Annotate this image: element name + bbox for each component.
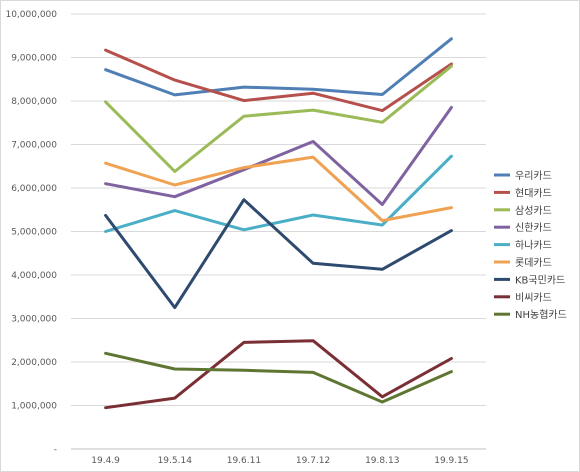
legend-label: NH농협카드 xyxy=(515,308,567,321)
x-tick-label: 19.6.11 xyxy=(227,456,261,466)
legend-label: 우리카드 xyxy=(515,170,552,182)
y-tick-label: 1,000,000 xyxy=(11,402,57,412)
legend-label: KB국민카드 xyxy=(515,274,565,286)
y-tick-label: 7,000,000 xyxy=(11,141,57,151)
x-tick-label: 19.9.15 xyxy=(434,456,468,466)
y-tick-label: 9,000,000 xyxy=(11,54,57,64)
series-line xyxy=(104,155,453,223)
series-line xyxy=(104,48,453,113)
x-tick-label: 19.8.13 xyxy=(365,456,399,466)
x-tick-label: 19.4.9 xyxy=(91,456,120,466)
legend-label: 삼성카드 xyxy=(515,205,552,217)
y-tick-label: 2,000,000 xyxy=(11,358,57,368)
legend-label: 비씨카드 xyxy=(515,292,552,304)
legend-label: 신한카드 xyxy=(515,222,552,234)
series-line xyxy=(104,64,453,173)
series-line xyxy=(104,198,453,310)
y-tick-label: 6,000,000 xyxy=(11,184,57,194)
y-tick-label: 3,000,000 xyxy=(11,315,57,325)
series-line xyxy=(104,154,453,233)
x-tick-label: 19.5.14 xyxy=(158,456,193,466)
axes: - 1,000,000 2,000,000 3,000,000 4,000,000 5,0… xyxy=(5,10,468,466)
y-tick-label: - xyxy=(54,445,57,455)
legend-label: 현대카드 xyxy=(515,187,552,199)
series-line xyxy=(104,351,453,404)
legend-label: 롯데카드 xyxy=(515,257,552,269)
y-tick-label: 8,000,000 xyxy=(11,97,57,107)
series-line xyxy=(104,339,453,410)
series-line xyxy=(104,37,453,97)
y-tick-label: 4,000,000 xyxy=(11,271,57,281)
series-line xyxy=(104,106,453,206)
series-lines xyxy=(104,37,453,410)
y-tick-label: 5,000,000 xyxy=(11,228,57,238)
y-tick-label: 10,000,000 xyxy=(5,10,57,20)
legend-label: 하나카드 xyxy=(515,239,552,252)
x-tick-label: 19.7.12 xyxy=(296,456,330,466)
